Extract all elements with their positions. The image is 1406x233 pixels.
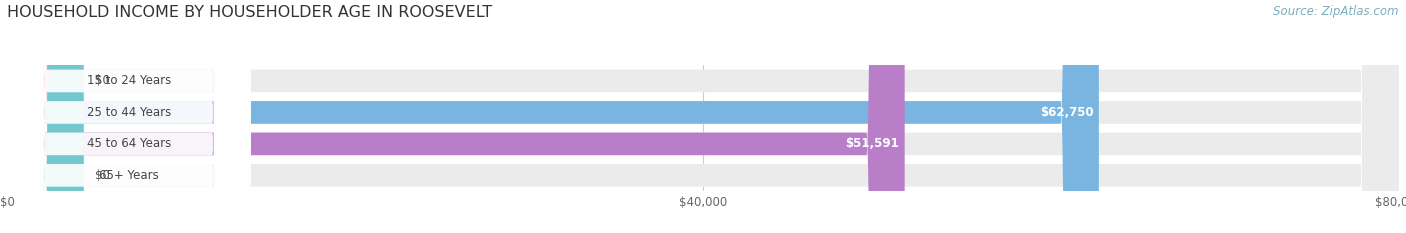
Text: 45 to 64 Years: 45 to 64 Years — [87, 137, 172, 150]
Text: $62,750: $62,750 — [1039, 106, 1094, 119]
Text: 65+ Years: 65+ Years — [98, 169, 159, 182]
FancyBboxPatch shape — [7, 0, 1399, 233]
FancyBboxPatch shape — [7, 0, 250, 233]
FancyBboxPatch shape — [7, 0, 1399, 233]
Text: HOUSEHOLD INCOME BY HOUSEHOLDER AGE IN ROOSEVELT: HOUSEHOLD INCOME BY HOUSEHOLDER AGE IN R… — [7, 5, 492, 20]
Text: $0: $0 — [94, 169, 110, 182]
FancyBboxPatch shape — [7, 0, 83, 233]
FancyBboxPatch shape — [7, 0, 1099, 233]
FancyBboxPatch shape — [7, 0, 1399, 233]
FancyBboxPatch shape — [7, 0, 1399, 233]
FancyBboxPatch shape — [7, 0, 250, 233]
FancyBboxPatch shape — [7, 0, 83, 233]
FancyBboxPatch shape — [7, 0, 904, 233]
Text: 25 to 44 Years: 25 to 44 Years — [87, 106, 172, 119]
Text: $0: $0 — [94, 75, 110, 87]
Text: 15 to 24 Years: 15 to 24 Years — [87, 75, 172, 87]
Text: $51,591: $51,591 — [845, 137, 898, 150]
Text: Source: ZipAtlas.com: Source: ZipAtlas.com — [1274, 5, 1399, 18]
FancyBboxPatch shape — [7, 0, 250, 233]
FancyBboxPatch shape — [7, 0, 250, 233]
